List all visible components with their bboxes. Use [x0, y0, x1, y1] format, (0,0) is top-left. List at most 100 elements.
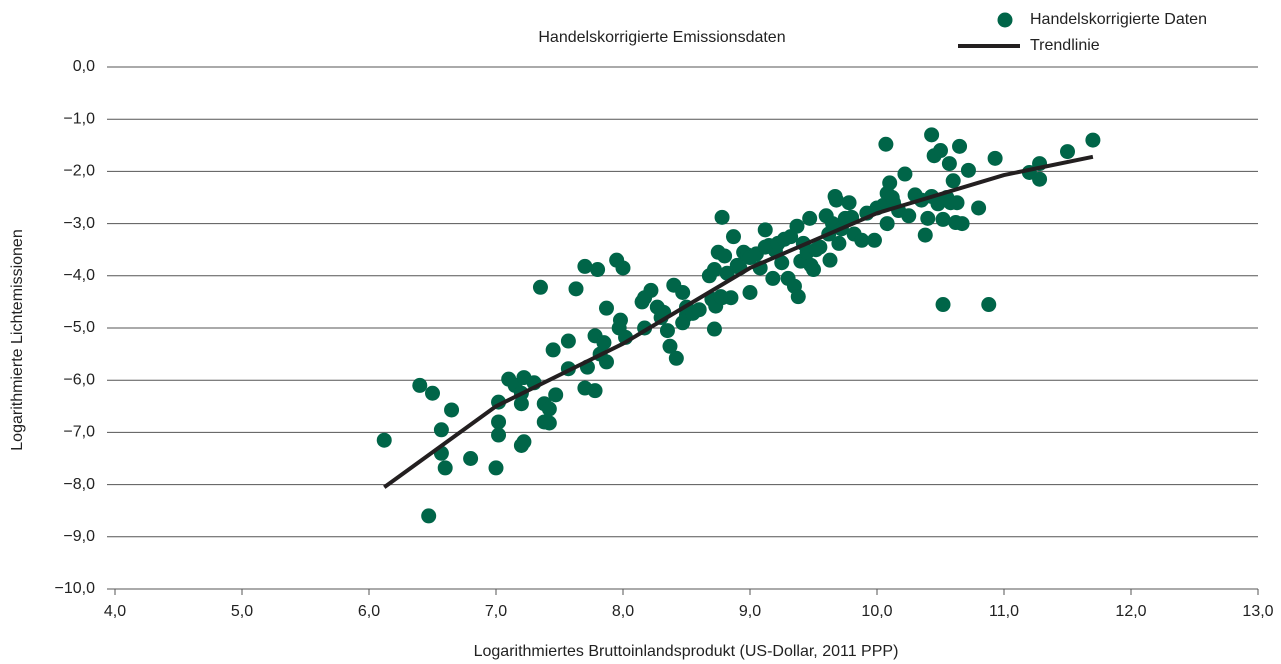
data-point: [806, 262, 821, 278]
legend-label: Trendlinie: [1030, 37, 1100, 54]
data-point: [723, 290, 739, 306]
data-point: [774, 255, 790, 271]
data-point: [789, 218, 805, 234]
x-tick-label: 5,0: [231, 603, 253, 620]
data-point: [879, 216, 895, 232]
data-point: [532, 279, 548, 295]
data-point: [828, 192, 844, 208]
data-point: [897, 166, 913, 182]
data-point: [513, 396, 529, 412]
legend-swatch: [997, 12, 1013, 28]
data-point: [706, 321, 722, 337]
y-tick-label: −10,0: [55, 580, 96, 597]
data-point: [668, 350, 684, 366]
x-tick-label: 6,0: [358, 603, 380, 620]
y-axis-label: Logarithmierte Lichtemissionen: [9, 229, 26, 450]
data-point: [412, 377, 428, 393]
x-tick-label: 9,0: [739, 603, 761, 620]
data-point: [643, 282, 659, 298]
y-tick-label: −8,0: [63, 476, 95, 493]
data-point: [935, 211, 951, 227]
data-point: [854, 232, 870, 248]
data-point: [691, 302, 707, 318]
data-point: [1085, 132, 1101, 148]
data-point: [878, 136, 894, 152]
data-point: [662, 338, 678, 354]
data-point: [714, 209, 730, 225]
data-point: [437, 460, 453, 476]
data-point: [790, 289, 806, 305]
data-point: [802, 210, 818, 226]
data-point: [425, 385, 440, 401]
data-point: [659, 323, 675, 339]
y-tick-label: −5,0: [63, 319, 95, 336]
data-point: [596, 335, 612, 351]
data-point: [516, 434, 532, 450]
data-point: [615, 260, 631, 276]
data-point: [598, 300, 614, 316]
data-point: [917, 227, 933, 243]
data-point: [822, 252, 838, 268]
data-point: [841, 195, 857, 211]
data-point: [560, 333, 576, 349]
data-point: [924, 127, 940, 143]
y-tick-label: −7,0: [63, 424, 95, 441]
y-tick-label: −4,0: [63, 267, 95, 284]
data-point: [541, 401, 557, 417]
data-point: [587, 383, 603, 399]
data-point: [463, 451, 479, 466]
data-point: [545, 342, 561, 358]
data-point: [568, 281, 584, 297]
data-point: [981, 297, 997, 313]
data-point: [920, 210, 936, 226]
data-point: [491, 427, 507, 443]
x-tick-label: 7,0: [485, 603, 507, 620]
data-point: [949, 195, 965, 211]
data-point: [577, 258, 593, 274]
x-tick-label: 11,0: [989, 603, 1019, 620]
data-point: [706, 262, 722, 278]
data-point: [488, 460, 504, 476]
data-point: [491, 414, 507, 430]
data-point: [935, 297, 951, 313]
y-tick-label: −9,0: [63, 528, 95, 545]
legend-label: Handelskorrigierte Daten: [1030, 11, 1207, 28]
data-point: [882, 175, 898, 191]
data-point: [719, 265, 735, 281]
data-point: [765, 270, 781, 286]
data-point: [1060, 144, 1075, 160]
data-point: [421, 508, 437, 524]
data-point: [941, 156, 957, 172]
data-point: [675, 285, 691, 301]
x-tick-label: 8,0: [612, 603, 634, 620]
x-tick-label: 12,0: [1115, 603, 1146, 620]
trend-line: [383, 154, 1094, 489]
data-point: [598, 354, 614, 370]
data-point: [541, 415, 557, 431]
data-point: [590, 262, 606, 278]
x-tick-label: 4,0: [104, 603, 126, 620]
x-tick-label: 10,0: [861, 603, 892, 620]
data-point: [433, 422, 449, 438]
data-point: [742, 285, 758, 301]
data-point: [945, 173, 961, 189]
data-point: [612, 312, 628, 328]
x-axis-label: Logarithmiertes Bruttoinlandsprodukt (US…: [474, 643, 899, 660]
data-point: [971, 200, 987, 216]
data-point: [1032, 171, 1048, 187]
data-point: [376, 432, 392, 448]
data-point: [933, 143, 948, 159]
data-point: [952, 138, 968, 154]
y-tick-label: −2,0: [63, 163, 95, 180]
chart-title: Handelskorrigierte Emissionsdaten: [538, 29, 785, 46]
data-point: [717, 248, 733, 264]
y-tick-label: −3,0: [63, 215, 95, 232]
data-point: [812, 239, 828, 255]
y-tick-label: −6,0: [63, 371, 95, 388]
data-point: [444, 402, 460, 418]
y-tick-label: −1,0: [63, 110, 95, 127]
data-point: [901, 208, 917, 224]
data-point: [866, 232, 882, 248]
data-point: [960, 162, 976, 178]
